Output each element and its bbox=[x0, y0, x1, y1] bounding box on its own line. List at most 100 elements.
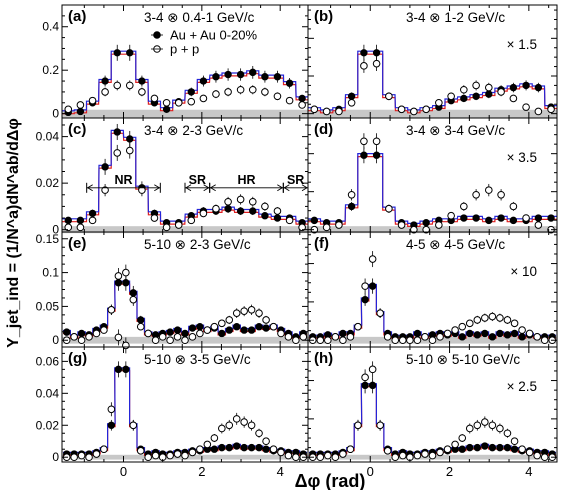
auau-point bbox=[360, 49, 368, 57]
pp-point bbox=[100, 445, 108, 454]
pp-point bbox=[485, 83, 493, 92]
auau-point bbox=[347, 92, 356, 100]
auau-point bbox=[212, 73, 220, 81]
pp-point bbox=[151, 451, 160, 460]
pp-point bbox=[225, 421, 234, 430]
pp-point bbox=[435, 221, 443, 229]
pp-point bbox=[540, 453, 549, 462]
pp-point bbox=[451, 440, 459, 449]
pp-point bbox=[122, 268, 130, 277]
region-arrow bbox=[203, 184, 210, 192]
auau-point bbox=[422, 218, 430, 227]
auau-point bbox=[503, 443, 512, 452]
pp-point bbox=[224, 88, 232, 96]
pp-point bbox=[196, 445, 204, 454]
panel-a: 0 0.2 0.4 (a) 3-4 ⊗ 0.4-1 GeV/c Au + Au 0-20%… bbox=[42, 4, 309, 121]
sys-band-low-line bbox=[63, 370, 307, 456]
pp-point bbox=[421, 333, 429, 341]
zero-band bbox=[62, 109, 308, 118]
auau-point bbox=[218, 443, 226, 452]
pp-point bbox=[64, 223, 73, 232]
x-tick-label: 0 bbox=[367, 464, 374, 479]
legend: Au + Au 0-20%p + p bbox=[151, 28, 258, 57]
auau-point bbox=[64, 216, 72, 225]
pp-point bbox=[522, 103, 530, 111]
sys-band-low-line bbox=[308, 156, 558, 227]
auau-point bbox=[372, 151, 381, 159]
auau-point bbox=[510, 445, 519, 453]
auau-point bbox=[196, 323, 204, 331]
region-arrow bbox=[277, 184, 284, 192]
auau-point bbox=[247, 326, 256, 334]
pp-point bbox=[261, 88, 269, 96]
pp-point bbox=[372, 59, 381, 68]
legend-entry-pp: p + p bbox=[170, 42, 199, 57]
panel-title: 3-4 ⊗ 1-2 GeV/c bbox=[406, 10, 505, 25]
x-tick-label: 4 bbox=[525, 464, 532, 479]
pp-point bbox=[113, 149, 122, 157]
pp-point bbox=[473, 421, 482, 430]
pp-point bbox=[503, 316, 512, 324]
pp-point bbox=[383, 333, 392, 341]
sys-band-low-line bbox=[309, 386, 556, 456]
zero-band bbox=[308, 226, 557, 234]
pp-point bbox=[187, 216, 196, 225]
auau-point bbox=[107, 421, 116, 429]
pp-point bbox=[100, 326, 108, 334]
pp-point bbox=[391, 336, 400, 345]
pp-point bbox=[181, 336, 189, 345]
auau-point bbox=[247, 443, 256, 452]
pp-point bbox=[144, 329, 152, 338]
region-label: HR bbox=[237, 173, 255, 187]
auau-point bbox=[273, 73, 282, 81]
pp-point bbox=[510, 319, 519, 328]
auau-point bbox=[460, 214, 468, 222]
pp-point bbox=[443, 329, 452, 338]
auau-point bbox=[547, 214, 555, 222]
y-tick-label: 0.1 bbox=[42, 266, 59, 280]
x-tick-label: 2 bbox=[198, 464, 205, 479]
auau-point bbox=[368, 381, 377, 390]
y-tick-label: 0.04 bbox=[36, 386, 60, 400]
auau-point bbox=[518, 333, 526, 341]
auau-point bbox=[534, 83, 543, 92]
pp-point bbox=[88, 216, 97, 225]
panel-label: (g) bbox=[68, 350, 87, 367]
pp-point bbox=[503, 429, 512, 438]
pp-point bbox=[174, 98, 183, 107]
pp-point bbox=[509, 202, 518, 211]
pp-point bbox=[518, 445, 526, 454]
auau-point bbox=[534, 214, 543, 222]
pp-point bbox=[398, 451, 407, 460]
pp-point bbox=[436, 448, 444, 457]
pp-point bbox=[224, 197, 232, 206]
auau-point bbox=[372, 49, 381, 57]
pp-point bbox=[273, 92, 282, 101]
pp-point bbox=[488, 312, 497, 321]
panel-frame bbox=[307, 346, 558, 463]
pp-point bbox=[397, 221, 406, 229]
auau-point bbox=[488, 443, 497, 452]
auau-point bbox=[473, 443, 482, 452]
pp-point bbox=[510, 437, 519, 446]
sys-band-high-line bbox=[309, 283, 556, 336]
pp-point bbox=[335, 107, 343, 116]
auau-point bbox=[236, 70, 245, 79]
pp-point bbox=[232, 309, 241, 317]
region-arrow bbox=[86, 184, 93, 192]
auau-point bbox=[113, 49, 121, 57]
auau-point bbox=[261, 212, 269, 220]
y-tick-label: 0 bbox=[52, 107, 59, 121]
auau-point bbox=[361, 295, 369, 304]
pp-point bbox=[422, 105, 430, 114]
pp-point bbox=[547, 105, 555, 114]
auau-point bbox=[255, 443, 263, 452]
pp-point bbox=[136, 322, 145, 331]
pp-point bbox=[225, 316, 234, 324]
auau-point bbox=[188, 324, 197, 332]
pp-point bbox=[150, 94, 159, 103]
pp-point bbox=[361, 373, 369, 382]
pp-point bbox=[472, 81, 480, 90]
